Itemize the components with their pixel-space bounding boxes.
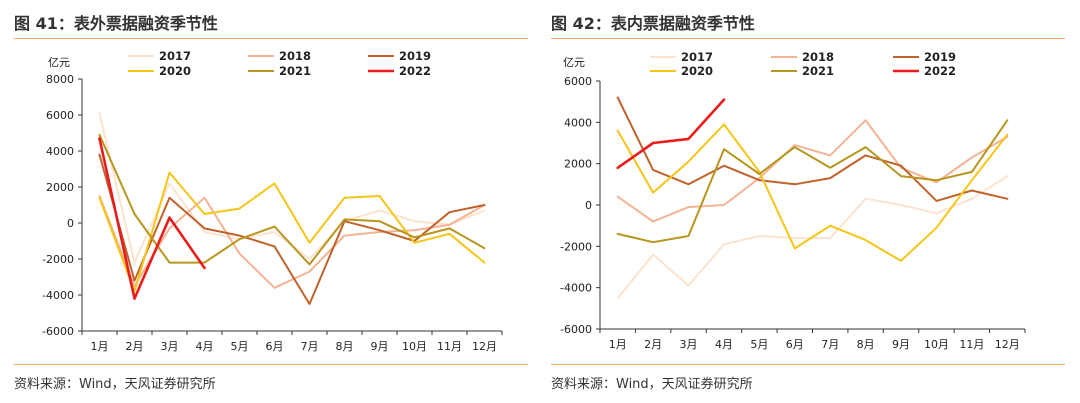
source-rule bbox=[14, 364, 528, 365]
x-tick-label: 4月 bbox=[715, 338, 733, 351]
y-tick-label: -4000 bbox=[42, 289, 74, 302]
series-line-2018 bbox=[616, 119, 1009, 223]
legend-label-2021: 2021 bbox=[279, 64, 311, 78]
x-tick-label: 5月 bbox=[750, 338, 768, 351]
series-line-2022 bbox=[616, 98, 726, 170]
y-axis-unit: 亿元 bbox=[48, 56, 70, 69]
x-tick-label: 1月 bbox=[609, 338, 627, 351]
series-line-2019 bbox=[616, 96, 1009, 202]
chart-title: 图 41：表外票据融资季节性 bbox=[14, 14, 218, 33]
x-tick-label: 10月 bbox=[402, 340, 427, 353]
x-tick-label: 6月 bbox=[266, 340, 284, 353]
x-tick-label: 7月 bbox=[301, 340, 319, 353]
source-rule bbox=[551, 364, 1065, 365]
line-chart-offbalance: 亿元 8000 6000 4000 2000 0 -2000 -4000 -6000 1月 2月 3月… bbox=[42, 49, 503, 353]
legend-label-2021: 2021 bbox=[802, 64, 834, 78]
y-tick-label: 0 bbox=[67, 217, 74, 230]
legend-label-2022: 2022 bbox=[399, 64, 431, 78]
series-line-2020 bbox=[98, 171, 486, 293]
title-rule bbox=[551, 38, 1065, 39]
y-tick-label: 4000 bbox=[46, 145, 74, 158]
legend-label-2019: 2019 bbox=[399, 49, 431, 63]
legend-label-2022: 2022 bbox=[924, 64, 956, 78]
x-tick-label: 5月 bbox=[231, 340, 249, 353]
series-line-2018 bbox=[98, 195, 486, 289]
y-tick-label: -6000 bbox=[560, 323, 592, 336]
x-tick-label: 11月 bbox=[959, 338, 984, 351]
x-tick-label: 3月 bbox=[680, 338, 698, 351]
x-tick-label: 7月 bbox=[821, 338, 839, 351]
chart-title: 图 42：表内票据融资季节性 bbox=[551, 14, 755, 33]
legend-label-2017: 2017 bbox=[681, 50, 713, 64]
x-tick-label: 2月 bbox=[644, 338, 662, 351]
x-tick-label: 12月 bbox=[472, 340, 497, 353]
series-line-2020 bbox=[616, 123, 1009, 262]
x-tick-label: 3月 bbox=[161, 340, 179, 353]
title-rule bbox=[14, 38, 528, 39]
source-note: 资料来源：Wind，天风证券研究所 bbox=[14, 377, 216, 392]
legend-label-2018: 2018 bbox=[802, 50, 834, 64]
legend-label-2020: 2020 bbox=[681, 64, 713, 78]
y-axis-unit: 亿元 bbox=[563, 56, 585, 69]
series-line-2021 bbox=[98, 133, 486, 266]
y-tick-label: 2000 bbox=[564, 158, 592, 171]
source-note: 资料来源：Wind，天风证券研究所 bbox=[551, 377, 753, 392]
x-tick-label: 2月 bbox=[126, 340, 144, 353]
x-tick-label: 8月 bbox=[857, 338, 875, 351]
x-tick-label: 1月 bbox=[91, 340, 109, 353]
y-tick-label: 4000 bbox=[564, 116, 592, 129]
y-tick-label: -2000 bbox=[42, 253, 74, 266]
x-tick-label: 6月 bbox=[786, 338, 804, 351]
x-tick-label: 9月 bbox=[371, 340, 389, 353]
y-tick-label: 6000 bbox=[46, 109, 74, 122]
series-line-2021 bbox=[616, 119, 1009, 244]
legend-label-2020: 2020 bbox=[159, 64, 191, 78]
line-chart-onbalance: 亿元 6000 4000 2000 0 -2000 -4000 -6000 1月 2月 3月 4月 5月… bbox=[560, 50, 1026, 351]
y-tick-label: 2000 bbox=[46, 181, 74, 194]
y-tick-label: -2000 bbox=[560, 240, 592, 253]
x-tick-label: 11月 bbox=[437, 340, 462, 353]
x-tick-label: 9月 bbox=[892, 338, 910, 351]
legend-label-2017: 2017 bbox=[159, 49, 191, 63]
legend-label-2019: 2019 bbox=[924, 50, 956, 64]
series-line-2022 bbox=[98, 137, 206, 300]
y-tick-label: -4000 bbox=[560, 282, 592, 295]
legend-label-2018: 2018 bbox=[279, 49, 311, 63]
y-tick-label: 8000 bbox=[46, 73, 74, 86]
chart-panel-onbalance: 图 42：表内票据融资季节性 亿元 6000 4000 2000 0 -2000 -4000… bbox=[545, 0, 1065, 403]
y-tick-label: -6000 bbox=[42, 325, 74, 338]
x-tick-label: 12月 bbox=[995, 338, 1020, 351]
x-tick-label: 8月 bbox=[336, 340, 354, 353]
x-tick-label: 4月 bbox=[196, 340, 214, 353]
y-tick-label: 6000 bbox=[564, 75, 592, 88]
y-tick-label: 0 bbox=[585, 199, 592, 212]
chart-panel-offbalance: 图 41：表外票据融资季节性 亿元 8000 6000 4000 2000 0 -2000 -… bbox=[8, 0, 528, 403]
x-tick-label: 10月 bbox=[924, 338, 949, 351]
